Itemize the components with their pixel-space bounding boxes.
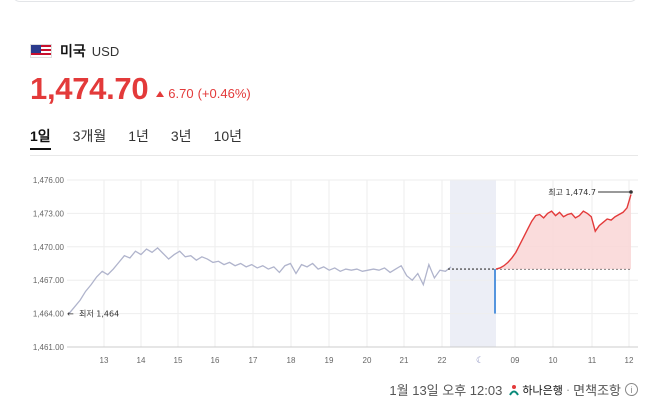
x-tick-label: 10 — [549, 356, 558, 365]
x-tick-label: 14 — [137, 356, 146, 365]
x-tick-label: 11 — [588, 356, 597, 365]
separator-dot: · — [565, 382, 571, 397]
high-point-dot — [629, 190, 633, 194]
bank-name: 하나은행 — [522, 384, 563, 397]
tab-3years[interactable]: 3년 — [170, 128, 192, 144]
previous-session-line — [68, 247, 452, 315]
triangle-up-icon — [156, 90, 165, 97]
high-annotation: 최고 1,474.7 — [548, 187, 596, 197]
disclaimer-link[interactable]: 면책조항 — [573, 383, 621, 398]
bank-source: 하나은행 — [508, 382, 563, 398]
hana-bank-logo-icon — [509, 384, 520, 396]
x-tick-label: 19 — [325, 356, 334, 365]
price-change: 6.70 (+0.46%) — [156, 86, 251, 101]
y-tick-label: 1,473.00 — [33, 209, 65, 218]
x-tick-label: 15 — [174, 356, 183, 365]
country-name: 미국 — [60, 43, 86, 59]
x-tick-label: 21 — [400, 356, 409, 365]
x-tick-label: 17 — [249, 356, 258, 365]
low-annotation: 최저 1,464 — [79, 309, 119, 319]
y-tick-label: 1,464.00 — [33, 310, 65, 319]
x-tick-label: 22 — [438, 356, 447, 365]
tab-1year[interactable]: 1년 — [128, 128, 149, 144]
update-time: 1월 13일 오후 12:03 — [389, 383, 503, 398]
tab-3months[interactable]: 3개월 — [72, 128, 107, 144]
x-tick-label: 09 — [511, 356, 520, 365]
y-tick-label: 1,467.00 — [33, 276, 65, 285]
y-tick-label: 1,470.00 — [33, 243, 65, 252]
us-flag-icon — [30, 44, 52, 58]
y-tick-label: 1,461.00 — [33, 343, 65, 352]
period-tabs: 1일 3개월 1년 3년 10년 — [30, 126, 264, 150]
tab-10years[interactable]: 10년 — [213, 128, 243, 144]
top-card — [12, 0, 638, 2]
info-icon[interactable]: i — [625, 383, 638, 396]
today-session-line — [495, 194, 632, 270]
price-row: 1,474.70 6.70 (+0.46%) — [30, 70, 251, 106]
current-price: 1,474.70 — [30, 71, 149, 106]
exchange-rate-chart[interactable]: ☾ 13 14 15 16 17 18 19 20 21 22 09 10 11 12 1,476.00 1,4… — [0, 160, 660, 370]
change-amount: 6.70 — [168, 86, 194, 101]
footer: 1월 13일 오후 12:03 하나은행 · 면책조항 i — [389, 380, 638, 399]
y-tick-label: 1,476.00 — [33, 176, 65, 185]
x-tick-label: 13 — [100, 356, 109, 365]
currency-header: 미국 USD — [30, 42, 119, 60]
x-tick-label: 20 — [363, 356, 372, 365]
today-area-fill — [496, 194, 631, 270]
market-closed-band — [450, 180, 496, 347]
tabs-divider — [30, 155, 638, 156]
x-tick-label: 12 — [625, 356, 634, 365]
moon-icon: ☾ — [476, 356, 484, 366]
change-percent: (+0.46%) — [197, 86, 251, 101]
low-arrow-icon: ← — [67, 310, 74, 319]
tab-1day[interactable]: 1일 — [30, 126, 51, 150]
x-tick-label: 16 — [211, 356, 220, 365]
currency-code: USD — [91, 43, 120, 59]
x-tick-label: 18 — [287, 356, 296, 365]
